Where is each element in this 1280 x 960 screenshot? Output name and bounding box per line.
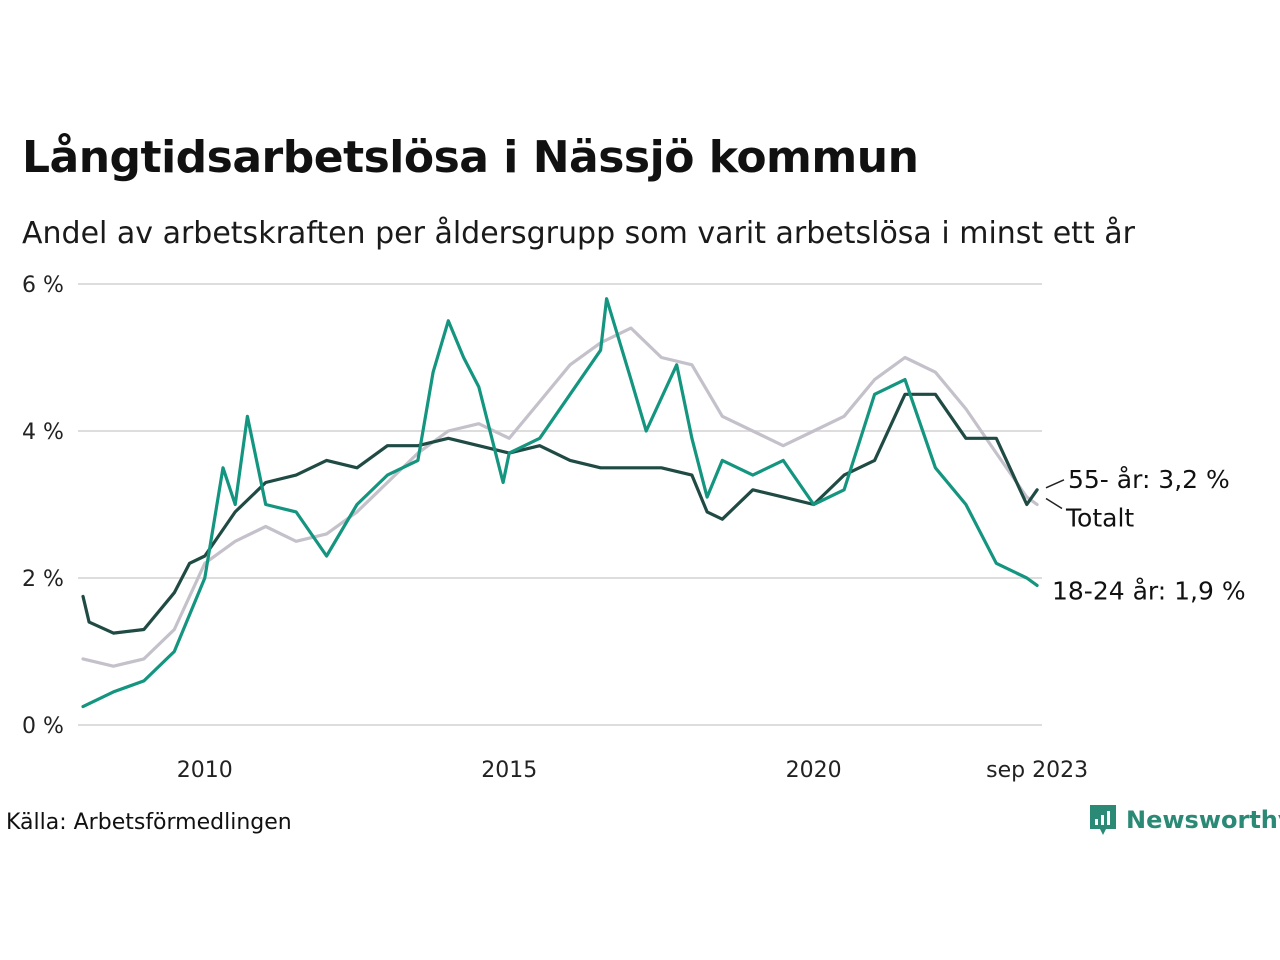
source-note: Källa: Arbetsförmedlingen	[6, 810, 292, 835]
chart-title: Långtidsarbetslösa i Nässjö kommun	[22, 132, 919, 183]
y-tick-label: 6 %	[22, 273, 64, 298]
x-tick-label: 2020	[786, 758, 842, 783]
series-end-label-18-24: 18-24 år: 1,9 %	[1052, 576, 1246, 605]
series-end-label-55: 55- år: 3,2 %	[1068, 465, 1230, 494]
y-tick-label: 4 %	[22, 420, 64, 445]
newsworthy-logo-icon	[1090, 805, 1116, 835]
label-leader-line	[1045, 479, 1065, 489]
x-tick-label: 2015	[481, 758, 537, 783]
x-tick-label: 2010	[177, 758, 233, 783]
brand-logo: Newsworthy	[1088, 803, 1280, 837]
brand-name: Newsworthy	[1126, 806, 1280, 834]
y-tick-label: 2 %	[22, 567, 64, 592]
y-tick-label: 0 %	[22, 714, 64, 739]
chart-subtitle: Andel av arbetskraften per åldersgrupp s…	[22, 216, 1135, 251]
label-leader-line	[1045, 497, 1063, 510]
series-line-age_18_24	[81, 297, 1039, 709]
series-end-label-total: Totalt	[1065, 504, 1134, 533]
x-tick-label: sep 2023	[986, 758, 1088, 783]
series-line-age_55	[81, 392, 1039, 635]
series-line-total	[81, 326, 1039, 668]
